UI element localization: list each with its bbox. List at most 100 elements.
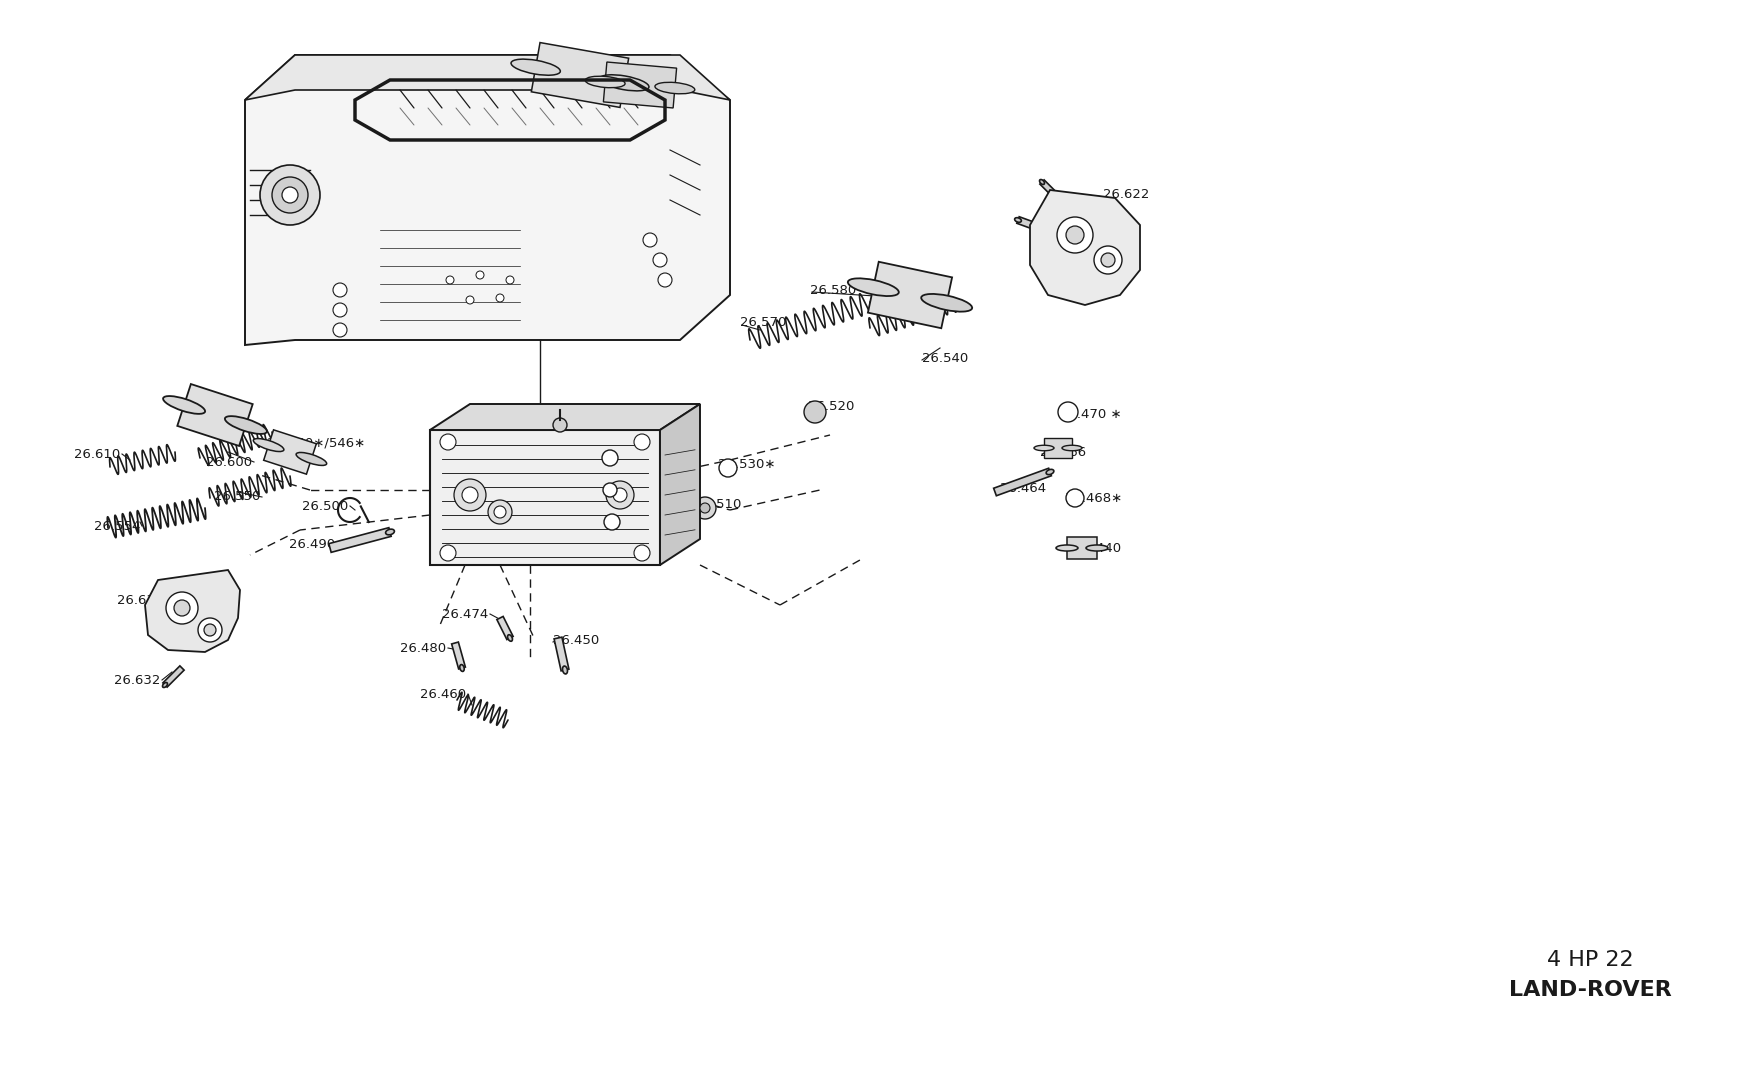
Circle shape: [446, 276, 453, 284]
Ellipse shape: [163, 396, 205, 414]
Circle shape: [271, 177, 308, 213]
Circle shape: [612, 488, 626, 502]
Text: 26.430: 26.430: [458, 533, 506, 546]
Text: 26.554: 26.554: [94, 520, 140, 533]
Polygon shape: [245, 54, 730, 346]
Text: 26.550: 26.550: [214, 490, 261, 504]
Ellipse shape: [226, 416, 268, 434]
Polygon shape: [163, 666, 184, 687]
Circle shape: [719, 459, 737, 477]
Circle shape: [466, 296, 474, 304]
Circle shape: [803, 401, 826, 423]
Text: 26.450: 26.450: [553, 633, 598, 646]
Text: 26.468∗: 26.468∗: [1066, 492, 1122, 505]
Circle shape: [476, 271, 485, 279]
Circle shape: [488, 500, 513, 524]
Circle shape: [205, 623, 215, 635]
Text: 26.490: 26.490: [289, 538, 334, 552]
Circle shape: [173, 600, 191, 616]
Text: 26.464: 26.464: [999, 482, 1046, 495]
Circle shape: [1101, 253, 1115, 267]
Text: 4 HP 22: 4 HP 22: [1547, 950, 1633, 970]
Text: 26.630: 26.630: [117, 593, 163, 606]
Text: 26.474: 26.474: [441, 607, 488, 620]
Polygon shape: [660, 404, 700, 565]
Circle shape: [495, 294, 504, 302]
Polygon shape: [604, 62, 677, 108]
Circle shape: [1066, 489, 1083, 507]
Circle shape: [506, 276, 514, 284]
Ellipse shape: [1062, 445, 1082, 451]
Polygon shape: [145, 570, 240, 652]
Text: 26.540: 26.540: [922, 351, 968, 364]
Circle shape: [261, 165, 320, 225]
Polygon shape: [1040, 180, 1057, 197]
Circle shape: [602, 450, 618, 467]
Circle shape: [695, 497, 716, 519]
Circle shape: [439, 434, 457, 450]
Ellipse shape: [163, 682, 168, 688]
Circle shape: [439, 545, 457, 561]
Ellipse shape: [654, 83, 695, 94]
Text: 26.580: 26.580: [810, 283, 856, 296]
Ellipse shape: [1034, 445, 1054, 451]
Text: 26.600: 26.600: [206, 456, 252, 469]
Circle shape: [1094, 246, 1122, 274]
Circle shape: [642, 233, 656, 247]
Text: 26.480: 26.480: [399, 642, 446, 654]
Ellipse shape: [600, 75, 649, 90]
Text: 26.470 ∗: 26.470 ∗: [1060, 409, 1122, 422]
Ellipse shape: [1055, 545, 1078, 552]
Polygon shape: [994, 469, 1052, 496]
Circle shape: [332, 283, 346, 296]
Polygon shape: [532, 43, 628, 108]
Circle shape: [653, 253, 667, 267]
Circle shape: [658, 272, 672, 287]
Circle shape: [332, 303, 346, 317]
Circle shape: [1066, 226, 1083, 244]
Polygon shape: [1017, 217, 1041, 231]
Text: 26.520: 26.520: [808, 400, 854, 412]
Polygon shape: [329, 528, 392, 553]
Polygon shape: [430, 404, 700, 429]
Text: 26.500: 26.500: [301, 499, 348, 512]
Text: 26.616: 26.616: [469, 453, 514, 467]
Circle shape: [604, 483, 618, 497]
Text: 26.440: 26.440: [1074, 542, 1122, 555]
Circle shape: [604, 514, 620, 530]
Ellipse shape: [460, 665, 464, 671]
Text: 26.510: 26.510: [695, 498, 742, 511]
Circle shape: [453, 479, 486, 511]
Polygon shape: [245, 54, 730, 100]
Ellipse shape: [511, 59, 560, 75]
Ellipse shape: [296, 452, 327, 465]
Text: 26.530∗: 26.530∗: [718, 459, 775, 472]
Text: 26.610: 26.610: [74, 448, 121, 460]
Circle shape: [198, 618, 222, 642]
Text: LAND-ROVER: LAND-ROVER: [1508, 980, 1671, 1000]
Circle shape: [634, 545, 649, 561]
Ellipse shape: [1040, 180, 1045, 184]
Text: 26.460: 26.460: [420, 688, 466, 701]
Text: 26.590: 26.590: [194, 419, 240, 432]
Text: 26.466: 26.466: [1040, 446, 1087, 459]
Circle shape: [282, 187, 298, 203]
Circle shape: [493, 506, 506, 518]
Text: 26.570: 26.570: [740, 316, 786, 329]
Polygon shape: [264, 429, 317, 474]
Circle shape: [332, 323, 346, 337]
Circle shape: [1059, 402, 1078, 422]
Circle shape: [166, 592, 198, 623]
Ellipse shape: [847, 278, 900, 296]
Polygon shape: [868, 262, 952, 328]
Text: 26.614: 26.614: [483, 424, 530, 436]
Circle shape: [1057, 217, 1094, 253]
Polygon shape: [430, 429, 660, 565]
Circle shape: [606, 481, 634, 509]
Circle shape: [462, 487, 478, 502]
Text: 26.540∗/546∗: 26.540∗/546∗: [268, 436, 366, 449]
Polygon shape: [452, 642, 466, 669]
Ellipse shape: [254, 438, 284, 451]
Circle shape: [700, 502, 710, 513]
Circle shape: [553, 417, 567, 432]
